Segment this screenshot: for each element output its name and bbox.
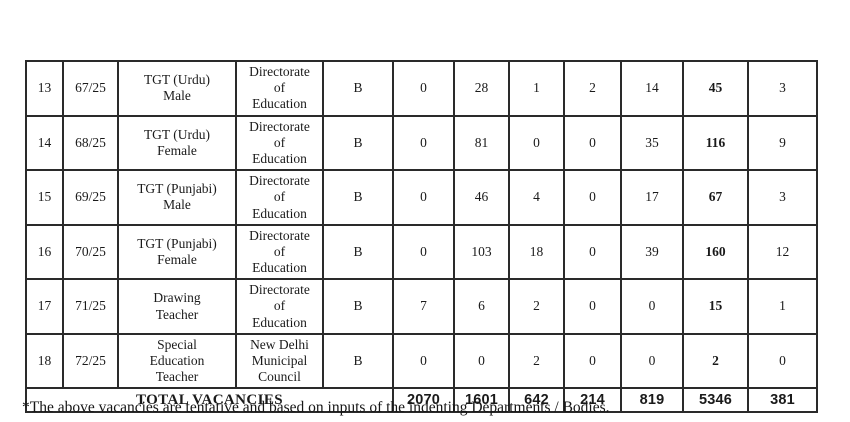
serial-number-cell: 15: [25, 169, 64, 226]
category-cell: B: [322, 60, 394, 117]
value-cell: 0: [563, 114, 622, 172]
total-value-cell: 2070: [392, 387, 455, 414]
total-vacancies-label: TOTAL VACANCIES: [25, 387, 394, 414]
value-cell: 0: [563, 223, 622, 281]
vacancies-table: 13 67/25 TGT (Urdu) Male Directorate of Edu…: [25, 60, 818, 414]
total-value-cell: 819: [620, 387, 684, 414]
row-total-cell: 15: [682, 278, 749, 335]
total-value-cell: 381: [747, 387, 818, 414]
total-row: TOTAL VACANCIES 2070 1601 642 214 819 53…: [25, 387, 818, 414]
row-total-cell: 2: [682, 332, 749, 390]
post-name-cell: Special Education Teacher: [117, 332, 237, 390]
table-row: 13 67/25 TGT (Urdu) Male Directorate of Edu…: [25, 60, 818, 117]
serial-number-cell: 13: [25, 60, 64, 117]
row-total-cell: 45: [682, 60, 749, 117]
total-value-cell: 1601: [453, 387, 510, 414]
serial-number-cell: 17: [25, 278, 64, 335]
value-cell: 103: [453, 223, 510, 281]
total-value-cell: 642: [508, 387, 565, 414]
department-cell: New Delhi Municipal Council: [235, 332, 324, 390]
value-cell: 2: [563, 60, 622, 117]
post-code-cell: 67/25: [62, 60, 119, 117]
value-cell: 3: [747, 60, 818, 117]
value-cell: 0: [392, 169, 455, 226]
value-cell: 39: [620, 223, 684, 281]
row-total-cell: 160: [682, 223, 749, 281]
value-cell: 81: [453, 114, 510, 172]
post-code-cell: 72/25: [62, 332, 119, 390]
category-cell: B: [322, 114, 394, 172]
value-cell: 0: [620, 278, 684, 335]
department-cell: Directorate of Education: [235, 60, 324, 117]
value-cell: 0: [508, 114, 565, 172]
value-cell: 0: [620, 332, 684, 390]
serial-number-cell: 16: [25, 223, 64, 281]
value-cell: 35: [620, 114, 684, 172]
category-cell: B: [322, 169, 394, 226]
value-cell: 0: [453, 332, 510, 390]
post-code-cell: 70/25: [62, 223, 119, 281]
table-row: 14 68/25 TGT (Urdu) Female Directorate of E…: [25, 114, 818, 172]
value-cell: 4: [508, 169, 565, 226]
footnote-text: *The above vacancies are tentative and b…: [22, 399, 610, 416]
table-row: 18 72/25 Special Education Teacher New Delh…: [25, 332, 818, 390]
value-cell: 0: [563, 278, 622, 335]
department-cell: Directorate of Education: [235, 223, 324, 281]
value-cell: 7: [392, 278, 455, 335]
value-cell: 1: [508, 60, 565, 117]
post-code-cell: 69/25: [62, 169, 119, 226]
value-cell: 0: [392, 114, 455, 172]
category-cell: B: [322, 223, 394, 281]
department-cell: Directorate of Education: [235, 278, 324, 335]
value-cell: 12: [747, 223, 818, 281]
value-cell: 0: [392, 223, 455, 281]
grand-total-cell: 5346: [682, 387, 749, 414]
department-cell: Directorate of Education: [235, 169, 324, 226]
value-cell: 2: [508, 332, 565, 390]
value-cell: 2: [508, 278, 565, 335]
value-cell: 0: [563, 169, 622, 226]
value-cell: 6: [453, 278, 510, 335]
table-body: 13 67/25 TGT (Urdu) Male Directorate of Edu…: [25, 60, 818, 390]
post-name-cell: TGT (Punjabi) Female: [117, 223, 237, 281]
table-row: 15 69/25 TGT (Punjabi) Male Directorate of …: [25, 169, 818, 226]
value-cell: 28: [453, 60, 510, 117]
value-cell: 0: [747, 332, 818, 390]
value-cell: 3: [747, 169, 818, 226]
category-cell: B: [322, 278, 394, 335]
table-row: 16 70/25 TGT (Punjabi) Female Directorate o…: [25, 223, 818, 281]
value-cell: 0: [392, 332, 455, 390]
value-cell: 9: [747, 114, 818, 172]
value-cell: 46: [453, 169, 510, 226]
post-name-cell: Drawing Teacher: [117, 278, 237, 335]
table-row: 17 71/25 Drawing Teacher Directorate of Edu…: [25, 278, 818, 335]
post-name-cell: TGT (Urdu) Male: [117, 60, 237, 117]
value-cell: 18: [508, 223, 565, 281]
serial-number-cell: 14: [25, 114, 64, 172]
department-cell: Directorate of Education: [235, 114, 324, 172]
post-name-cell: TGT (Punjabi) Male: [117, 169, 237, 226]
value-cell: 0: [563, 332, 622, 390]
post-name-cell: TGT (Urdu) Female: [117, 114, 237, 172]
category-cell: B: [322, 332, 394, 390]
total-value-cell: 214: [563, 387, 622, 414]
value-cell: 1: [747, 278, 818, 335]
post-code-cell: 71/25: [62, 278, 119, 335]
row-total-cell: 67: [682, 169, 749, 226]
value-cell: 0: [392, 60, 455, 117]
value-cell: 14: [620, 60, 684, 117]
value-cell: 17: [620, 169, 684, 226]
serial-number-cell: 18: [25, 332, 64, 390]
post-code-cell: 68/25: [62, 114, 119, 172]
row-total-cell: 116: [682, 114, 749, 172]
